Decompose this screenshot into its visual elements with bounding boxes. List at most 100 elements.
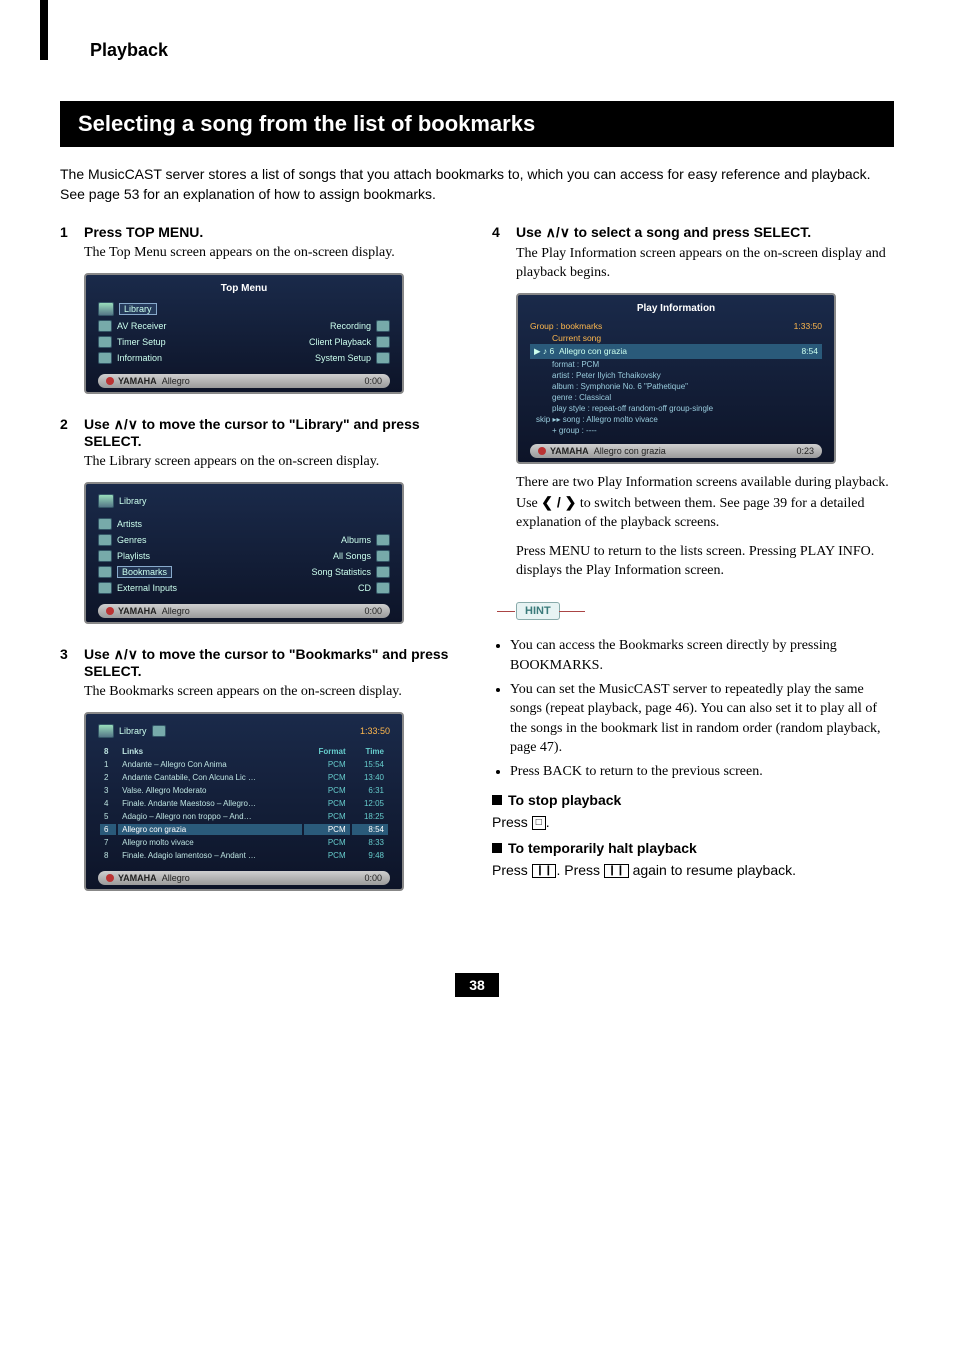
status-brand: YAMAHA [550,446,589,456]
status-bar: YAMAHA Allegro 0:00 [98,604,390,618]
allsongs-icon [376,550,390,562]
tv-icon [98,302,114,316]
halt-body: Press ❙❙. Press ❙❙ again to resume playb… [492,862,894,878]
updown-icon: ∧/∨ [114,646,138,662]
lib-artists: Artists [117,519,142,529]
table-row: 1Andante – Allegro Con AnimaPCM15:54 [100,759,388,770]
lib-allsongs: All Songs [333,551,371,561]
status-dot [106,874,114,882]
tv-icon [98,724,114,738]
left-column: 1 Press TOP MENU. The Top Menu screen ap… [60,224,462,913]
pi-playstyle: play style : repeat-off random-off group… [552,404,713,413]
table-row: 7Allegro molto vivacePCM8:33 [100,837,388,848]
hint-item: You can access the Bookmarks screen dire… [510,636,894,675]
stop-body: Press □. [492,814,894,830]
hints-list: You can access the Bookmarks screen dire… [496,636,894,781]
lib-albums: Albums [341,535,371,545]
recording-icon [376,320,390,332]
step-2-num: 2 [60,416,74,449]
status-track: Allegro [162,376,190,386]
pause-icon: ❙❙ [532,864,557,878]
page-number: 38 [455,973,499,997]
status-track: Allegro [162,606,190,616]
page-header: Playback [90,40,894,61]
bm-h-time: Time [352,746,388,757]
genres-icon [98,534,112,546]
pi-format: format : PCM [552,360,599,369]
system-icon [376,352,390,364]
lib-external: External Inputs [117,583,177,593]
lib-bookmarks: Bookmarks [117,566,172,578]
menu-avreceiver: AV Receiver [117,321,166,331]
top-menu-screenshot: Top Menu Library AV Receiver Recording T… [84,273,404,394]
right-column: 4 Use ∧/∨ to select a song and press SEL… [492,224,894,913]
pi-genre: genre : Classical [552,393,611,402]
status-time: 0:23 [796,446,814,456]
tv-icon [98,494,114,508]
block-icon [492,843,502,853]
menu-library: Library [119,303,157,315]
albums-icon [376,534,390,546]
stop-heading: To stop playback [492,792,894,808]
status-track: Allegro [162,873,190,883]
hint-badge: HINT [516,602,560,620]
step-2-desc: The Library screen appears on the on-scr… [84,453,462,472]
status-track: Allegro con grazia [594,446,666,456]
pi-track-time: 8:54 [801,346,818,357]
step-3-desc: The Bookmarks screen appears on the on-s… [84,683,462,702]
step-3: 3 Use ∧/∨ to move the cursor to "Bookmar… [60,646,462,891]
intro-text: The MusicCAST server stores a list of so… [60,165,894,204]
library-title: Library [119,496,147,506]
status-bar: YAMAHA Allegro con grazia 0:23 [530,444,822,458]
step-1-title: Press TOP MENU. [84,224,203,240]
status-brand: YAMAHA [118,873,157,883]
status-time: 0:00 [364,606,382,616]
lib-stats: Song Statistics [311,567,371,577]
table-row: 4Finale. Andante Maestoso – Allegro…PCM1… [100,798,388,809]
menu-client: Client Playback [309,337,371,347]
step-4-num: 4 [492,224,506,241]
pi-clock: 1:33:50 [794,321,822,331]
step-1-desc: The Top Menu screen appears on the on-sc… [84,244,462,263]
bookmarks-icon [152,725,166,737]
status-dot [106,377,114,385]
step-4: 4 Use ∧/∨ to select a song and press SEL… [492,224,894,580]
hint-item: You can set the MusicCAST server to repe… [510,680,894,758]
pi-track-num: 6 [550,346,555,356]
cd-icon [376,582,390,594]
bookmarks-screenshot: Library 1:33:50 8 Links Format Time 1And… [84,712,404,891]
pi-skip2: + group : ---- [552,426,597,435]
menu-timer: Timer Setup [117,337,166,347]
pi-track-title: Allegro con grazia [559,346,627,356]
bookmarks-icon [98,566,112,578]
halt-heading: To temporarily halt playback [492,840,894,856]
client-icon [376,336,390,348]
section-title: Selecting a song from the list of bookma… [60,101,894,147]
menu-system: System Setup [315,353,371,363]
playlists-icon [98,550,112,562]
pi-skip: skip ▸▸ song : Allegro molto vivace [536,415,658,424]
lib-playlists: Playlists [117,551,150,561]
status-bar: YAMAHA Allegro 0:00 [98,374,390,388]
status-time: 0:00 [364,873,382,883]
step-3-num: 3 [60,646,74,679]
status-time: 0:00 [364,376,382,386]
menu-recording: Recording [330,321,371,331]
table-row: 5Adagio – Allegro non troppo – And…PCM18… [100,811,388,822]
lib-cd: CD [358,583,371,593]
hint-block: HINT [516,602,894,620]
bm-h-format: Format [304,746,350,757]
step-2-title: Use ∧/∨ to move the cursor to "Library" … [84,416,462,449]
bm-clock: 1:33:50 [360,726,390,736]
step-2: 2 Use ∧/∨ to move the cursor to "Library… [60,416,462,624]
step-3-title: Use ∧/∨ to move the cursor to "Bookmarks… [84,646,462,679]
updown-icon: ∧/∨ [114,416,138,432]
step-4-desc: The Play Information screen appears on t… [516,245,894,283]
step-1-num: 1 [60,224,74,240]
info-icon [98,352,112,364]
bm-h-links: Links [118,746,302,757]
stats-icon [376,566,390,578]
play-info-screenshot: Play Information Group : bookmarks 1:33:… [516,293,836,464]
status-dot [538,447,546,455]
table-row: 3Valse. Allegro ModeratoPCM6:31 [100,785,388,796]
